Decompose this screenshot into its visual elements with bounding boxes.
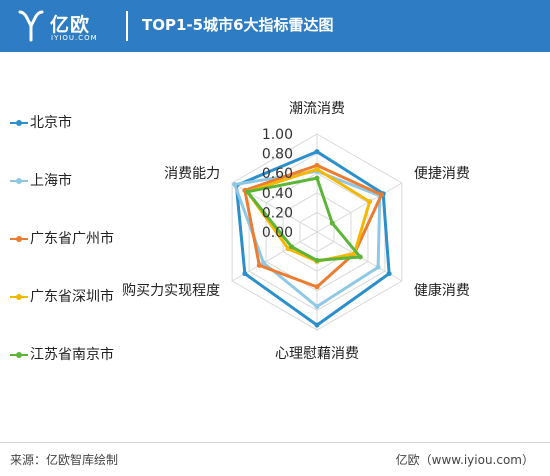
- series-point-2: [232, 181, 238, 187]
- radar-spoke: [316, 182, 403, 233]
- radar-chart: 1.00 0.80 0.60 0.40 0.20 0.00 潮流消费便捷消费健康消费心理慰藉…: [122, 101, 470, 362]
- scale-tick-label: 0.80: [262, 147, 293, 163]
- series-point-5: [314, 175, 320, 181]
- axis-label: 健康消费: [414, 282, 470, 299]
- logo: 亿欧 IYIOU.COM: [18, 8, 118, 46]
- radar-series-layer: [232, 149, 392, 328]
- series-point-3: [314, 162, 320, 168]
- series-point-2: [314, 303, 320, 309]
- scale-tick-label: 0.20: [262, 205, 293, 221]
- legend-marker: [10, 178, 28, 184]
- radar-labels: 1.00 0.80 0.60 0.40 0.20 0.00 潮流消费便捷消费健康消费心理慰藉…: [122, 101, 470, 362]
- page-title: TOP1-5城市6大指标雷达图: [142, 16, 334, 34]
- series-point-2: [261, 260, 267, 266]
- axis-label: 潮流消费: [289, 101, 345, 117]
- legend-label: 北京市: [30, 115, 72, 131]
- series-point-4: [367, 199, 373, 205]
- series-point-3: [256, 262, 262, 268]
- series-point-1: [314, 322, 320, 328]
- series-point-3: [314, 284, 320, 290]
- series-point-2: [375, 264, 381, 270]
- legend-marker: [10, 236, 28, 242]
- legend-marker: [10, 352, 28, 358]
- logo-text-cn: 亿欧: [50, 14, 91, 36]
- series-point-1: [242, 271, 248, 277]
- series-point-3: [379, 192, 385, 198]
- axis-label: 购买力实现程度: [122, 283, 220, 299]
- site-credit: 亿欧（www.iyiou.com）: [395, 453, 534, 467]
- logo-y-icon: [18, 10, 44, 42]
- axis-label: 消费能力: [164, 166, 220, 182]
- series-point-5: [329, 220, 335, 226]
- footer-divider: [0, 442, 550, 443]
- header-bar: 亿欧 IYIOU.COM TOP1-5城市6大指标雷达图: [0, 0, 550, 52]
- scale-tick-label: 0.40: [262, 186, 293, 202]
- series-point-5: [314, 257, 320, 263]
- axis-label: 便捷消费: [414, 166, 470, 182]
- series-point-5: [289, 244, 295, 250]
- scale-tick-label: 1.00: [262, 127, 293, 143]
- series-point-1: [314, 149, 320, 155]
- header-divider: [126, 11, 128, 41]
- series-point-4: [314, 166, 320, 172]
- series-point-5: [357, 254, 363, 260]
- axis-label: 心理慰藉消费: [275, 345, 359, 362]
- source-note: 来源：亿欧智库绘制: [10, 453, 119, 467]
- scale-tick-label: 0.00: [262, 225, 293, 241]
- legend-label: 广东省广州市: [30, 231, 114, 247]
- legend-label: 江苏省南京市: [30, 347, 114, 363]
- series-point-5: [244, 189, 250, 195]
- legend-label: 广东省深圳市: [30, 289, 114, 305]
- scale-tick-label: 0.60: [262, 166, 293, 182]
- legend-marker: [10, 120, 28, 126]
- logo-text-en: IYIOU.COM: [51, 34, 98, 42]
- series-point-1: [386, 271, 392, 277]
- legend-marker: [10, 294, 28, 300]
- legend-label: 上海市: [30, 173, 72, 189]
